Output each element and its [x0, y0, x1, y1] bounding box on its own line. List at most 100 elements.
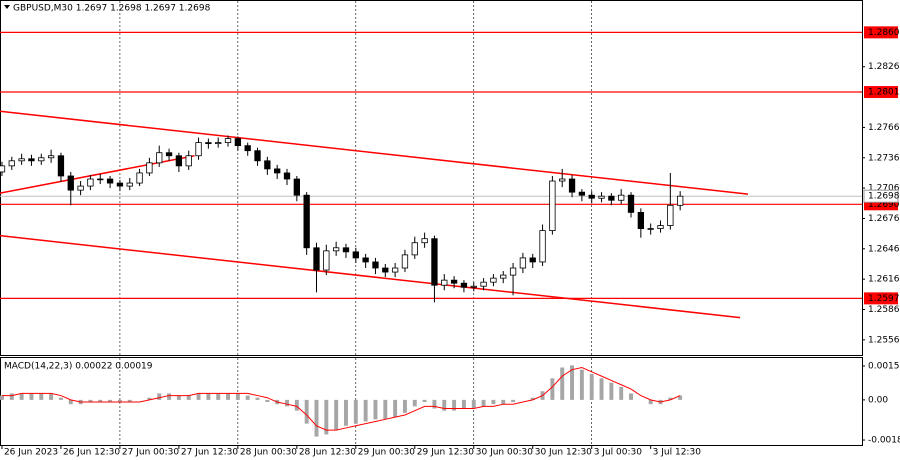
candle-body [362, 257, 369, 263]
macd-bar [609, 382, 614, 400]
candle-body [264, 160, 271, 170]
macd-bar [324, 399, 329, 435]
x-tick-label: 3 Jul 12:30 [653, 448, 702, 458]
candle-body [431, 238, 438, 286]
candle-body [549, 180, 556, 231]
candle-body [441, 279, 448, 286]
y-tick-label: -0.00186 [868, 436, 900, 446]
macd-bar [206, 393, 211, 400]
macd-bar [88, 399, 93, 403]
candle-body [382, 267, 389, 273]
macd-bar [176, 395, 181, 400]
x-tick-label: 28 Jun 00:30 [240, 448, 297, 458]
candle-body [529, 257, 536, 263]
x-tick-label: 3 Jul 00:30 [594, 448, 643, 458]
candle-body [559, 178, 566, 182]
level-label: 1.2597 [868, 294, 900, 304]
candle-body [313, 247, 320, 271]
macd-bar [570, 365, 575, 400]
candle-body [254, 150, 261, 162]
macd-bar [108, 399, 113, 403]
y-tick-label: 1.2646 [868, 244, 900, 254]
candle-body [303, 194, 310, 249]
candle-body [657, 225, 664, 229]
candle-body [677, 195, 684, 206]
y-tick-label: 1.2586 [868, 305, 900, 315]
candle-body [450, 279, 458, 284]
macd-bar [196, 393, 201, 400]
menu-icon[interactable] [4, 5, 10, 9]
candle-body [215, 142, 222, 145]
y-tick-label: 1.2706 [868, 184, 900, 194]
candle-body [627, 194, 635, 213]
macd-bar [255, 397, 260, 400]
macd-bar [393, 399, 398, 418]
y-tick-label: 1.2616 [868, 275, 900, 285]
macd-bar [0, 395, 4, 400]
macd-bar [285, 399, 289, 407]
macd-bar [29, 393, 34, 400]
macd-bar [589, 373, 594, 400]
x-tick-label: 30 Jun 00:30 [476, 448, 533, 458]
candle-body [234, 138, 242, 147]
macd-bar [157, 393, 162, 400]
x-tick-label: 28 Jun 12:30 [299, 448, 356, 458]
y-tick-label: 1.2826 [868, 62, 900, 72]
candle-body [637, 211, 645, 229]
macd-bar [344, 399, 348, 426]
x-tick-label: 30 Jun 12:30 [535, 448, 592, 458]
macd-bar [19, 393, 24, 400]
macd-bar [442, 399, 447, 411]
candle-body [323, 250, 330, 271]
candle-body [391, 267, 399, 273]
current-price-box [863, 189, 899, 203]
macd-bar [471, 399, 476, 409]
macd-bar [245, 395, 250, 400]
candle-body [57, 155, 65, 177]
candle-body [490, 277, 497, 283]
candle-body [244, 145, 251, 152]
macd-bar [461, 399, 466, 409]
macd-bar [383, 399, 388, 420]
x-tick-label: 26 Jun 2023 [4, 448, 58, 458]
macd-bar [511, 399, 516, 403]
candle-body [421, 238, 428, 244]
candle-body [77, 185, 84, 191]
candle-body [28, 158, 35, 162]
macd-bar [648, 399, 653, 405]
candle-body [47, 155, 55, 159]
macd-bar [481, 399, 486, 407]
x-tick-label: 27 Jun 00:30 [122, 448, 179, 458]
x-tick-label: 29 Jun 00:30 [358, 448, 415, 458]
candle-body [274, 168, 281, 174]
candle-body [460, 282, 468, 288]
macd-bar [599, 378, 604, 400]
level-label: 1.2690 [868, 200, 900, 210]
x-tick-label: 29 Jun 12:30 [417, 448, 474, 458]
level-label: 1.2801 [868, 88, 900, 98]
candle-body [519, 257, 527, 269]
macd-bar [39, 393, 44, 400]
macd-bar [68, 399, 73, 405]
chart-title: GBPUSD,M30 1.2697 1.2698 1.2697 1.2698 [13, 4, 211, 14]
macd-bar [422, 399, 427, 403]
candle-body [106, 178, 114, 184]
macd-bar [334, 399, 339, 431]
candle-body [67, 175, 74, 191]
current-price-label: 1.2698 [868, 192, 900, 202]
candle-body [372, 261, 379, 269]
main-panel [0, 0, 863, 356]
candle-body [195, 142, 202, 157]
trendline [0, 110, 749, 195]
candle-body [647, 228, 654, 230]
y-tick-label: 1.2676 [868, 214, 900, 224]
macd-bar [668, 397, 673, 400]
macd-bar [501, 399, 506, 405]
candle-body [126, 182, 133, 187]
macd-bar [530, 397, 535, 400]
y-tick-label: 1.2766 [868, 123, 900, 133]
candle-body [38, 157, 45, 162]
candle-body [480, 281, 487, 287]
candle-body [352, 251, 359, 259]
